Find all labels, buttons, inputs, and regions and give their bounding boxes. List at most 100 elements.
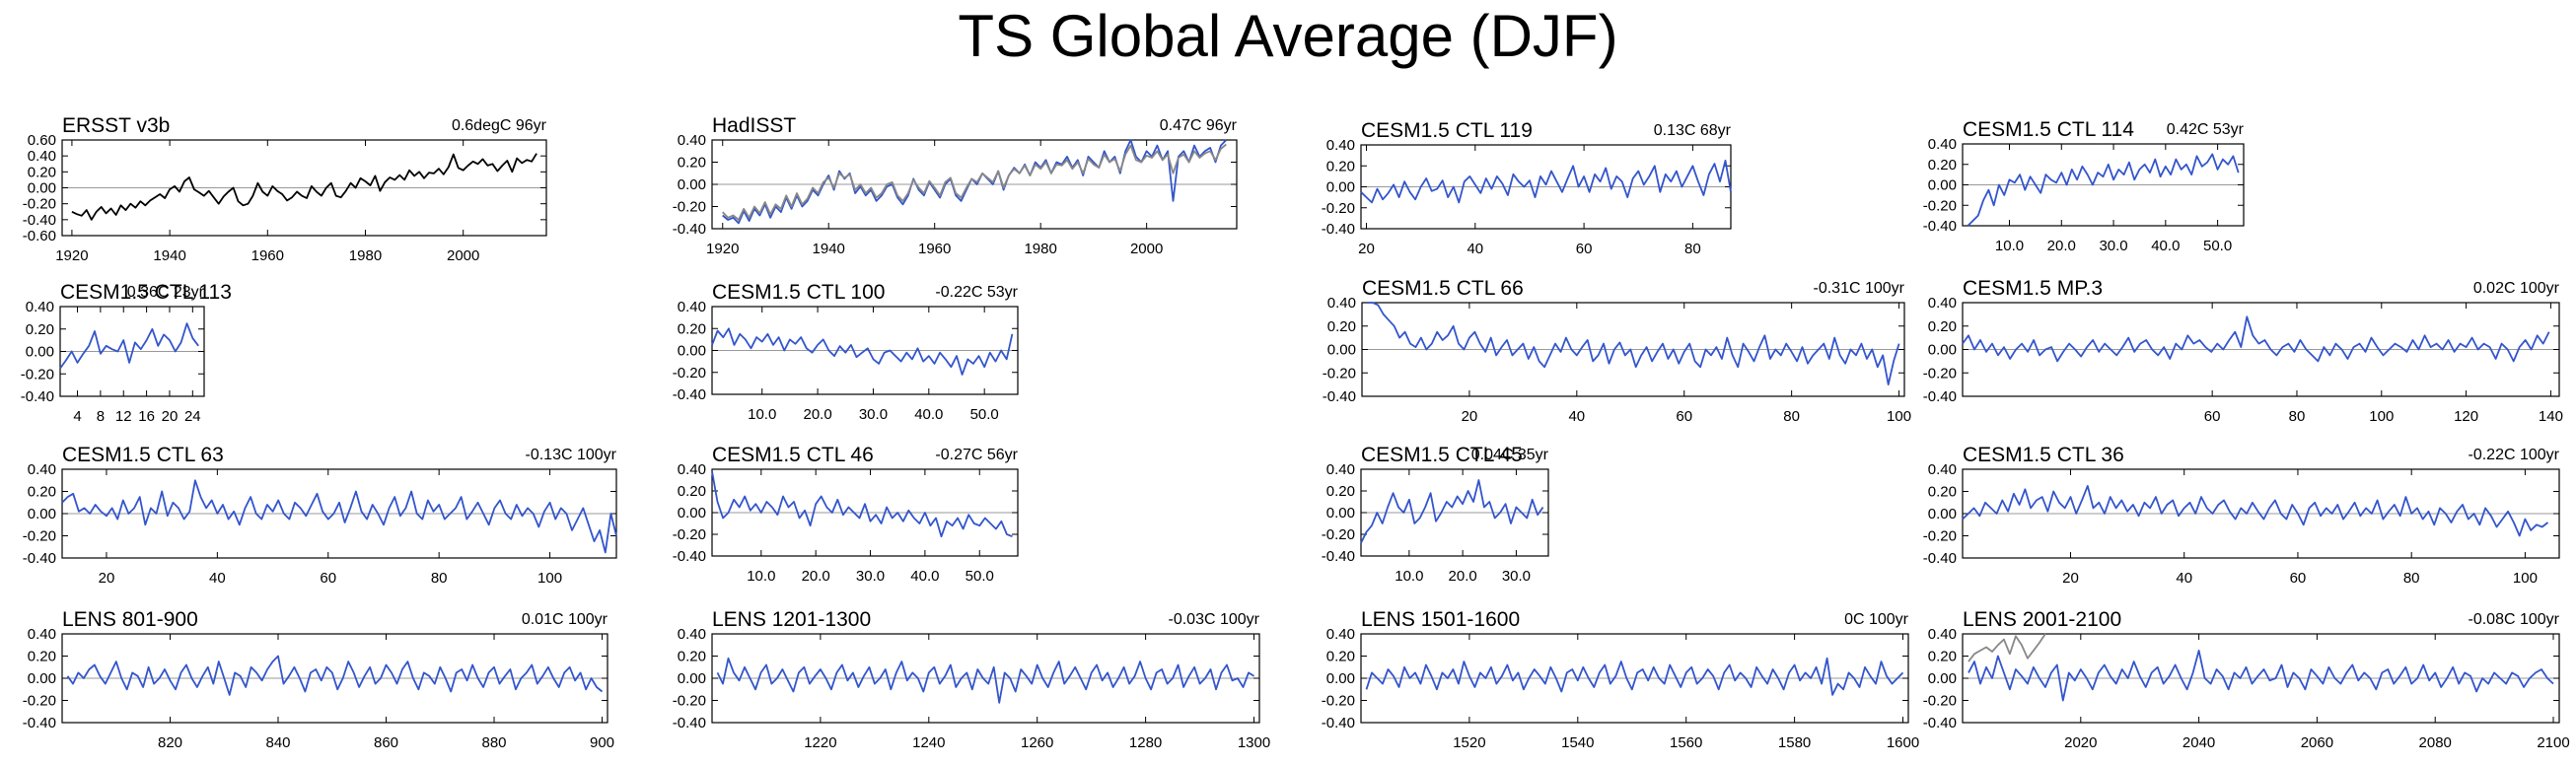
series-line-model [711, 471, 1013, 538]
x-tick-label: 2080 [2419, 734, 2452, 751]
panel-title: LENS 1201-1300 [712, 608, 871, 631]
y-tick-label: 0.00 [1326, 179, 1355, 196]
x-tick-label: 16 [138, 408, 155, 425]
x-tick-label: 50.0 [970, 406, 999, 423]
x-tick-label: 50.0 [2203, 238, 2232, 254]
x-tick-label: 1920 [706, 241, 739, 257]
series-line-model [61, 479, 617, 554]
panel-ersst-v3b: ERSST v3b 0.6degC 96yr0.600.400.200.00-0.… [23, 114, 547, 264]
y-tick-label: 0.20 [28, 164, 56, 180]
series-line-model [716, 657, 1254, 704]
panel-lens-2001-2100: LENS 2001-2100 -0.08C 100yr 0.40 0.20 0.00 -0… [1923, 608, 2570, 751]
y-tick-label: 0.00 [28, 180, 56, 197]
x-tick-label: 40 [1568, 408, 1585, 425]
y-tick-label: 0.20 [1928, 649, 1957, 665]
y-tick-label: 0.40 [1326, 626, 1355, 643]
y-tick-label: 0.00 [1928, 670, 1957, 687]
y-tick-label: -0.20 [673, 693, 706, 710]
panel-title: CESM1.5 MP.3 [1963, 277, 2103, 300]
x-tick-label: 1560 [1670, 734, 1702, 751]
y-tick-label: -0.40 [1322, 221, 1355, 238]
y-tick-label: 0.00 [28, 506, 56, 522]
y-tick-label: 0.00 [26, 344, 54, 361]
x-tick-label: 1980 [1024, 241, 1056, 257]
panel-title: CESM1.5 CTL 45 [1361, 444, 1523, 466]
trend-label: 0.02C 100yr [2473, 280, 2560, 297]
y-tick-label: -0.20 [1923, 693, 1957, 710]
y-tick-label: -0.20 [673, 526, 706, 543]
series-line-model [1367, 302, 1900, 386]
panel-lens-801-900: LENS 801-900 0.01C 100yr 0.40 0.20 0.00 -0.20… [23, 608, 614, 751]
x-tick-label: 20 [162, 408, 179, 425]
x-tick-label: 1940 [153, 247, 185, 264]
series-line-model [1962, 484, 2549, 537]
y-tick-label: 0.20 [1326, 649, 1355, 665]
series-line-model [1967, 153, 2240, 227]
y-tick-label: -0.40 [673, 386, 706, 403]
trend-label: 0C 100yr [1844, 611, 1909, 628]
panel-cesm1-5-ctl-45: CESM1.5 CTL 450.04C 35yr 0.40 0.20 0.00 -0.2… [1322, 444, 1549, 585]
x-tick-label: 80 [2403, 570, 2420, 587]
x-tick-label: 40.0 [2151, 238, 2180, 254]
x-tick-label: 1940 [813, 241, 845, 257]
x-tick-label: 2100 [2537, 734, 2569, 751]
x-tick-label: 20.0 [803, 406, 831, 423]
x-tick-label: 20 [99, 570, 115, 587]
series-line-model [59, 322, 199, 370]
trend-label: 0.01C 100yr [522, 611, 608, 628]
x-tick-label: 10.0 [1995, 238, 2024, 254]
x-tick-label: 40 [1467, 241, 1483, 257]
panel-title: LENS 2001-2100 [1963, 608, 2121, 631]
y-tick-label: 0.00 [678, 670, 706, 687]
x-tick-label: 140 [2539, 408, 2563, 425]
y-tick-label: -0.20 [1322, 693, 1355, 710]
y-tick-label: 0.40 [678, 461, 706, 478]
x-tick-label: 2060 [2301, 734, 2333, 751]
x-tick-label: 60 [2290, 570, 2307, 587]
y-tick-label: 0.00 [1326, 505, 1355, 522]
trend-label: -0.13C 100yr [526, 447, 617, 463]
y-tick-label: 0.40 [26, 299, 54, 315]
series-line-ersst-v3b [71, 153, 537, 221]
x-tick-label: 10.0 [1395, 568, 1423, 585]
x-tick-label: 30.0 [2099, 238, 2127, 254]
y-tick-label: 0.40 [1327, 295, 1356, 312]
y-tick-label: 0.00 [678, 343, 706, 360]
trend-label: -0.27C 56yr [935, 447, 1018, 463]
y-tick-label: -0.40 [21, 388, 54, 405]
y-tick-label: -0.40 [1323, 388, 1356, 405]
x-tick-label: 20.0 [2047, 238, 2076, 254]
panel-cesm1-5-ctl-66: CESM1.5 CTL 66 -0.31C 100yr 0.40 0.20 0.00 -0… [1323, 277, 1911, 425]
y-tick-label: -0.20 [673, 365, 706, 382]
x-tick-label: 40 [2176, 570, 2192, 587]
y-tick-label: -0.40 [1923, 218, 1957, 235]
trend-label: -0.03C 100yr [1169, 611, 1260, 628]
trend-label: -0.22C 100yr [2469, 447, 2560, 463]
x-tick-label: 880 [482, 734, 507, 751]
y-tick-label: 0.00 [1326, 670, 1355, 687]
y-tick-label: 0.20 [678, 483, 706, 500]
x-tick-label: 1600 [1887, 734, 1919, 751]
x-tick-label: 100 [2513, 570, 2538, 587]
x-tick-label: 1300 [1238, 734, 1270, 751]
x-tick-label: 1520 [1453, 734, 1485, 751]
panel-cesm1-5-ctl-36: CESM1.5 CTL 36 -0.22C 100yr 0.40 0.20 0.00 -0… [1923, 444, 2560, 587]
y-tick-label: -0.60 [23, 228, 56, 244]
x-tick-label: 820 [158, 734, 182, 751]
x-tick-label: 1580 [1778, 734, 1811, 751]
y-tick-label: 0.40 [678, 299, 706, 315]
y-tick-label: -0.20 [1923, 365, 1957, 382]
x-tick-label: 1240 [912, 734, 945, 751]
y-tick-label: 0.20 [678, 155, 706, 172]
y-tick-label: 0.20 [26, 321, 54, 338]
y-tick-label: 0.20 [28, 649, 56, 665]
x-tick-label: 12 [115, 408, 132, 425]
trend-label: 0.13C 68yr [1654, 122, 1732, 139]
y-tick-label: -0.20 [23, 196, 56, 213]
y-tick-label: -0.20 [1322, 200, 1355, 217]
panel-cesm1-5-ctl-63: CESM1.5 CTL 63 -0.13C 100yr 0.40 0.20 0.00 -0… [23, 444, 617, 587]
x-tick-label: 20 [1462, 408, 1478, 425]
x-tick-label: 10.0 [748, 406, 776, 423]
series-line-model [1360, 479, 1544, 544]
